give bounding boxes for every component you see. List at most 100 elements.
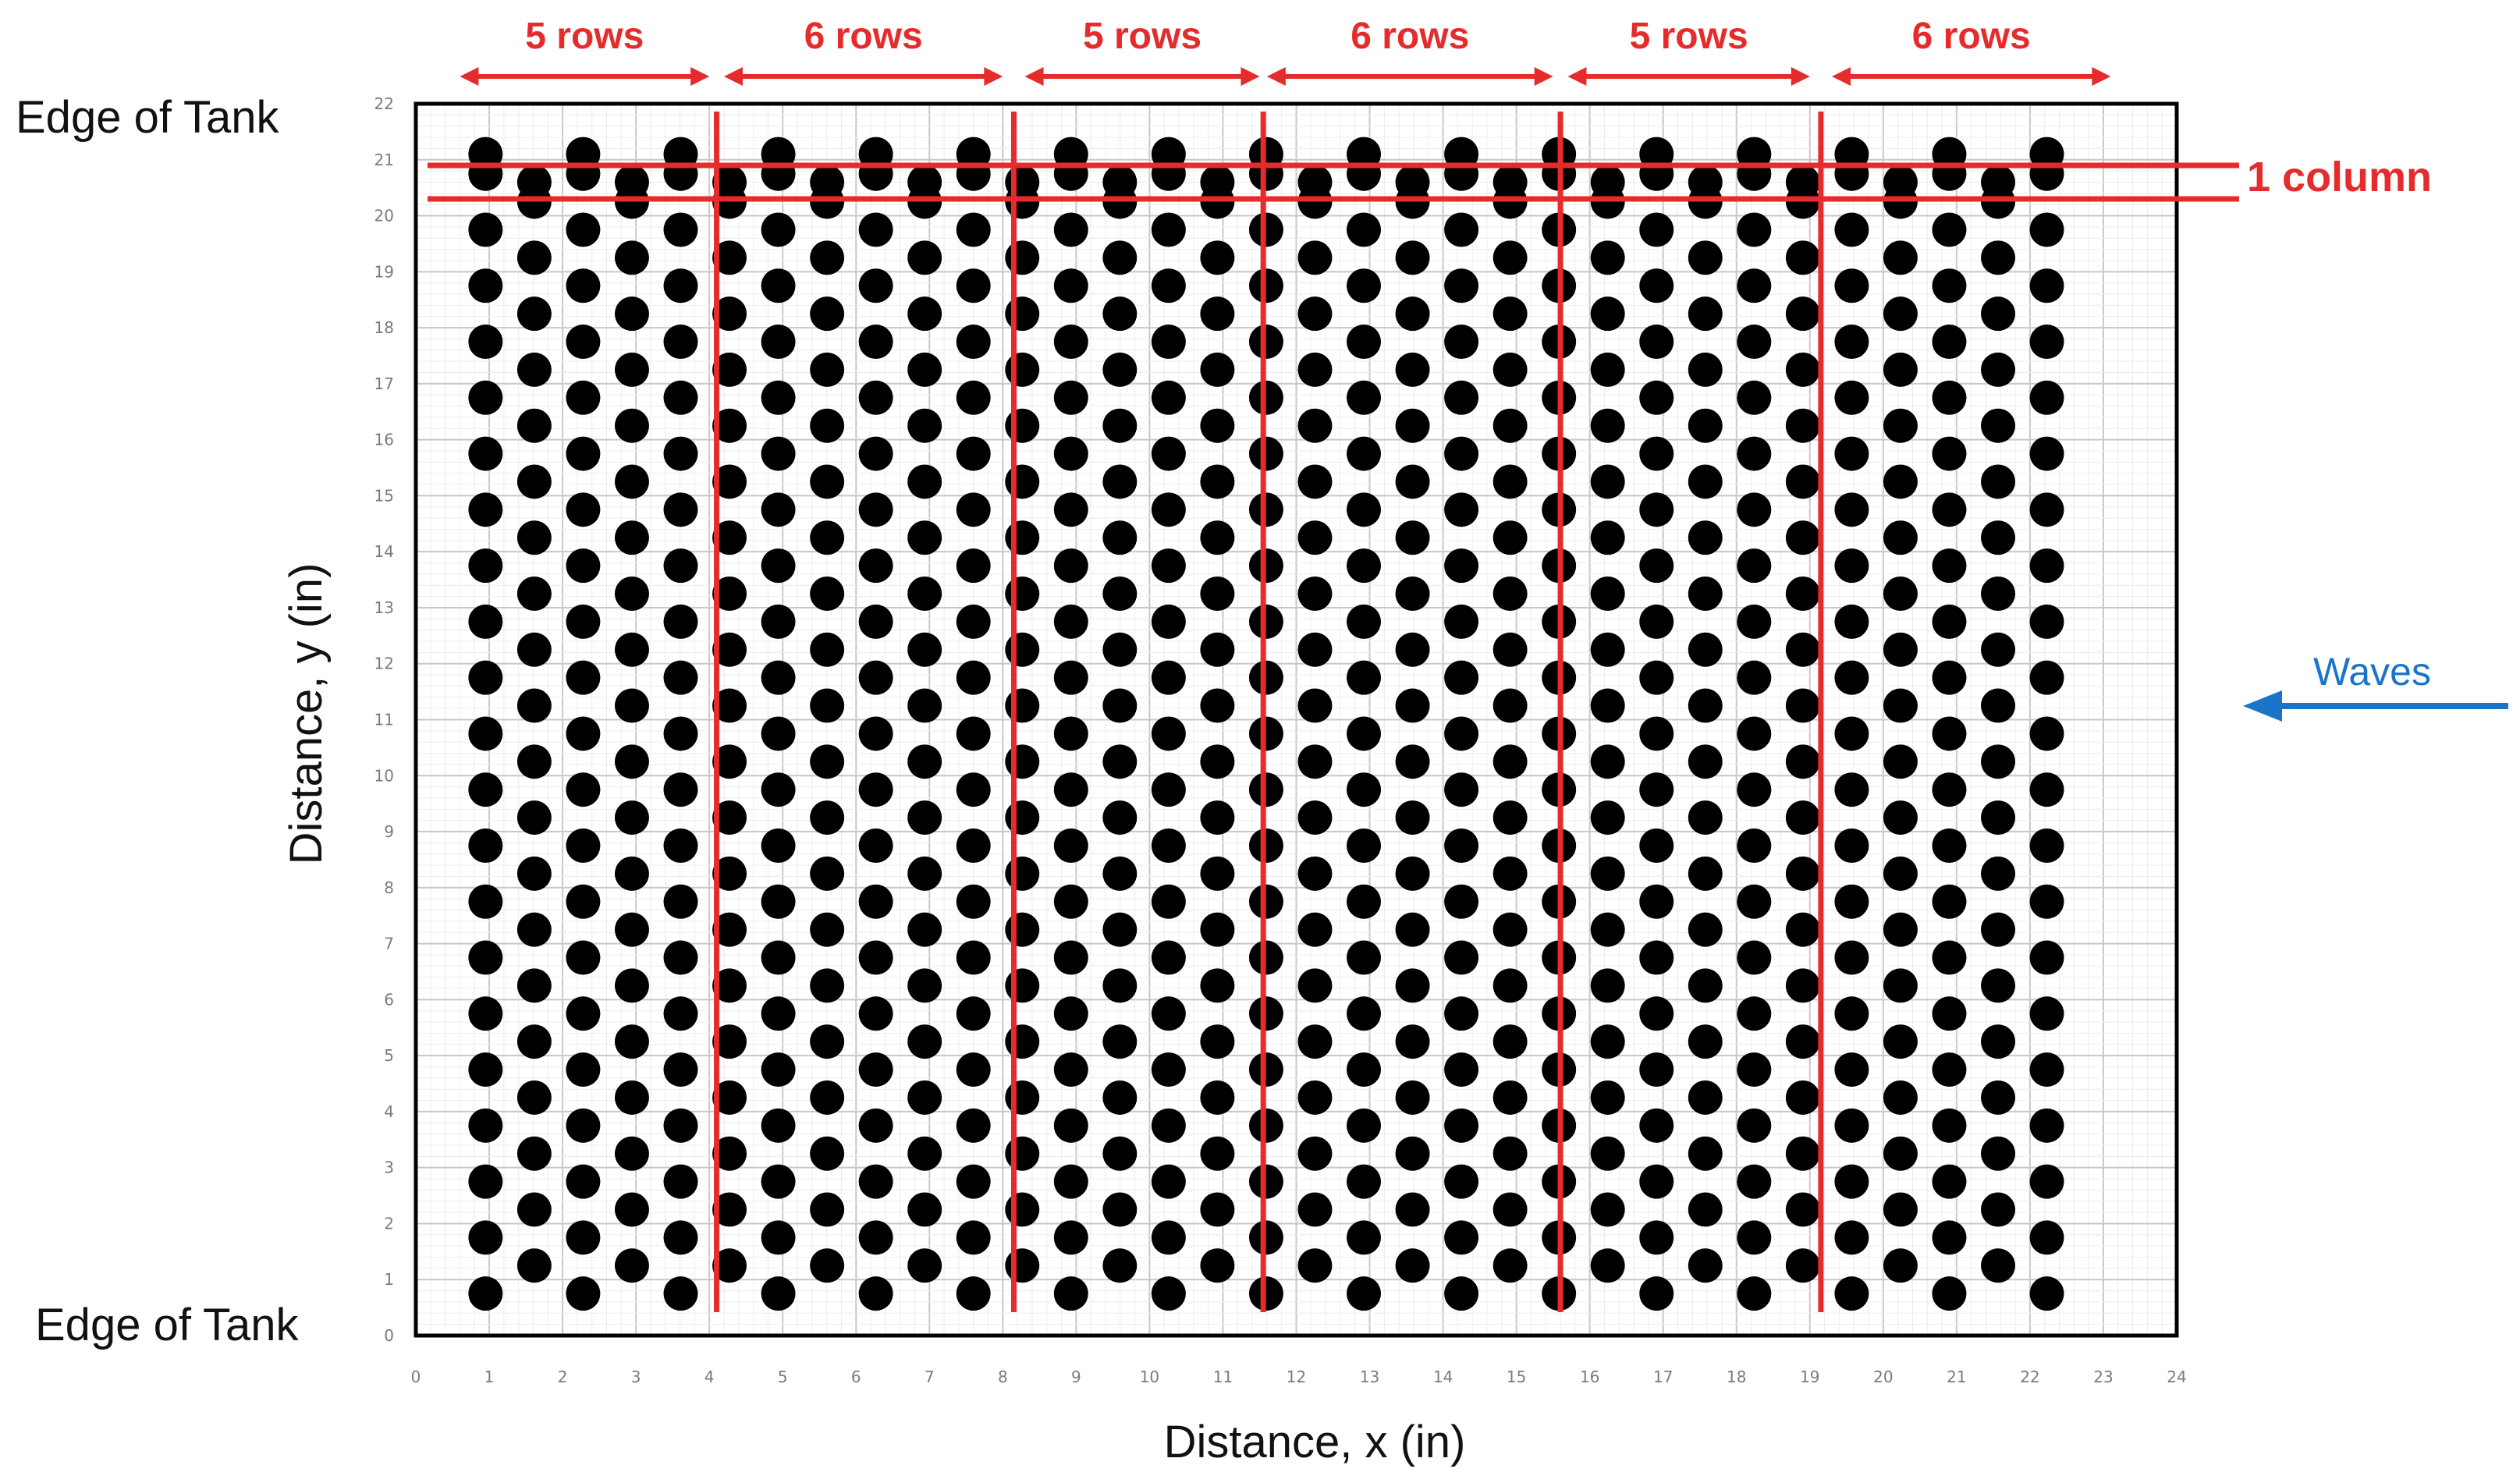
pile-marker xyxy=(1785,520,1820,555)
pile-marker xyxy=(663,492,698,527)
pile-marker xyxy=(1102,352,1138,387)
pile-marker xyxy=(1444,1276,1479,1311)
pile-marker xyxy=(1981,912,2016,947)
pile-marker xyxy=(1395,520,1430,555)
pile-marker xyxy=(1248,660,1283,695)
pile-marker xyxy=(956,548,991,584)
pile-marker xyxy=(516,1080,552,1115)
pile-marker xyxy=(1834,604,1869,639)
pile-marker xyxy=(1688,1192,1723,1227)
pile-marker xyxy=(1492,1192,1528,1227)
row-group-label: 6 rows xyxy=(1351,16,1469,57)
pile-marker xyxy=(1151,1052,1186,1087)
pile-marker xyxy=(1248,828,1283,863)
pile-marker xyxy=(1492,1080,1528,1115)
pile-marker xyxy=(1102,1024,1138,1059)
row-group-label: 5 rows xyxy=(1630,16,1748,57)
x-tick-label: 17 xyxy=(1653,1368,1673,1386)
pile-marker xyxy=(1444,996,1479,1031)
pile-marker xyxy=(956,1108,991,1143)
pile-marker xyxy=(2029,604,2064,639)
pile-marker xyxy=(1590,1248,1625,1283)
pile-marker xyxy=(1395,1248,1430,1283)
pile-marker xyxy=(1347,436,1382,471)
pile-marker xyxy=(468,996,503,1031)
pile-marker xyxy=(1688,688,1723,723)
pile-marker xyxy=(858,492,893,527)
pile-marker xyxy=(1297,1248,1333,1283)
pile-marker xyxy=(1981,240,2016,275)
pile-marker xyxy=(1248,380,1283,415)
pile-marker xyxy=(663,548,698,584)
y-tick-label: 3 xyxy=(384,1158,394,1177)
pile-marker xyxy=(1883,464,1918,499)
pile-marker xyxy=(1102,577,1138,612)
pile-marker xyxy=(1639,1052,1674,1087)
pile-marker xyxy=(1248,1052,1283,1087)
pile-marker xyxy=(1981,464,2016,499)
pile-marker xyxy=(1200,744,1235,779)
y-tick-label: 4 xyxy=(384,1102,394,1121)
pile-marker xyxy=(712,688,747,723)
pile-marker xyxy=(1590,968,1625,1003)
pile-marker xyxy=(1590,744,1625,779)
pile-marker xyxy=(956,380,991,415)
pile-marker xyxy=(468,940,503,975)
pile-marker xyxy=(1737,1108,1772,1143)
pile-marker xyxy=(1444,1220,1479,1255)
pile-marker xyxy=(1005,688,1040,723)
pile-marker xyxy=(1492,165,1528,200)
pile-marker xyxy=(1932,212,1967,247)
pile-marker xyxy=(712,1024,747,1059)
pile-marker xyxy=(1347,380,1382,415)
pile-marker xyxy=(956,268,991,303)
pile-marker xyxy=(1005,240,1040,275)
pile-marker xyxy=(566,1052,601,1087)
pile-marker xyxy=(858,1276,893,1311)
pile-marker xyxy=(468,325,503,360)
pile-marker xyxy=(858,884,893,919)
pile-marker xyxy=(1347,1276,1382,1311)
pile-marker xyxy=(810,1248,845,1283)
pile-marker xyxy=(1737,604,1772,639)
x-tick-label: 18 xyxy=(1727,1368,1746,1386)
y-tick-label: 1 xyxy=(384,1270,394,1289)
pile-marker xyxy=(712,1192,747,1227)
row-group-label: 5 rows xyxy=(525,16,644,57)
pile-marker xyxy=(1053,1220,1088,1255)
pile-marker xyxy=(2029,492,2064,527)
pile-marker xyxy=(1005,800,1040,836)
pile-marker xyxy=(1590,632,1625,667)
pile-marker xyxy=(663,1108,698,1143)
pile-marker xyxy=(1444,884,1479,919)
pile-marker xyxy=(1785,240,1820,275)
pile-marker xyxy=(1981,1248,2016,1283)
pile-marker xyxy=(2029,716,2064,751)
pile-marker xyxy=(1688,296,1723,332)
pile-marker xyxy=(1883,744,1918,779)
pile-marker xyxy=(1590,240,1625,275)
pile-marker xyxy=(2029,380,2064,415)
pile-marker xyxy=(1444,436,1479,471)
pile-marker xyxy=(1981,632,2016,667)
pile-marker xyxy=(1102,408,1138,443)
pile-marker xyxy=(956,212,991,247)
pile-marker xyxy=(663,212,698,247)
pile-marker xyxy=(1200,577,1235,612)
pile-marker xyxy=(1932,1164,1967,1199)
pile-marker xyxy=(858,828,893,863)
pile-marker xyxy=(2029,548,2064,584)
pile-marker xyxy=(1883,856,1918,891)
pile-marker xyxy=(1981,688,2016,723)
pile-marker xyxy=(810,408,845,443)
pile-marker xyxy=(1932,268,1967,303)
waves-label: Waves xyxy=(2313,650,2431,694)
pile-marker xyxy=(1151,1220,1186,1255)
pile-marker xyxy=(907,912,942,947)
pile-marker xyxy=(1444,268,1479,303)
pile-marker xyxy=(810,240,845,275)
plot-frame xyxy=(413,101,2179,1338)
row-group-arrow-right-head xyxy=(690,67,710,86)
pile-marker xyxy=(956,604,991,639)
pile-marker xyxy=(858,772,893,807)
